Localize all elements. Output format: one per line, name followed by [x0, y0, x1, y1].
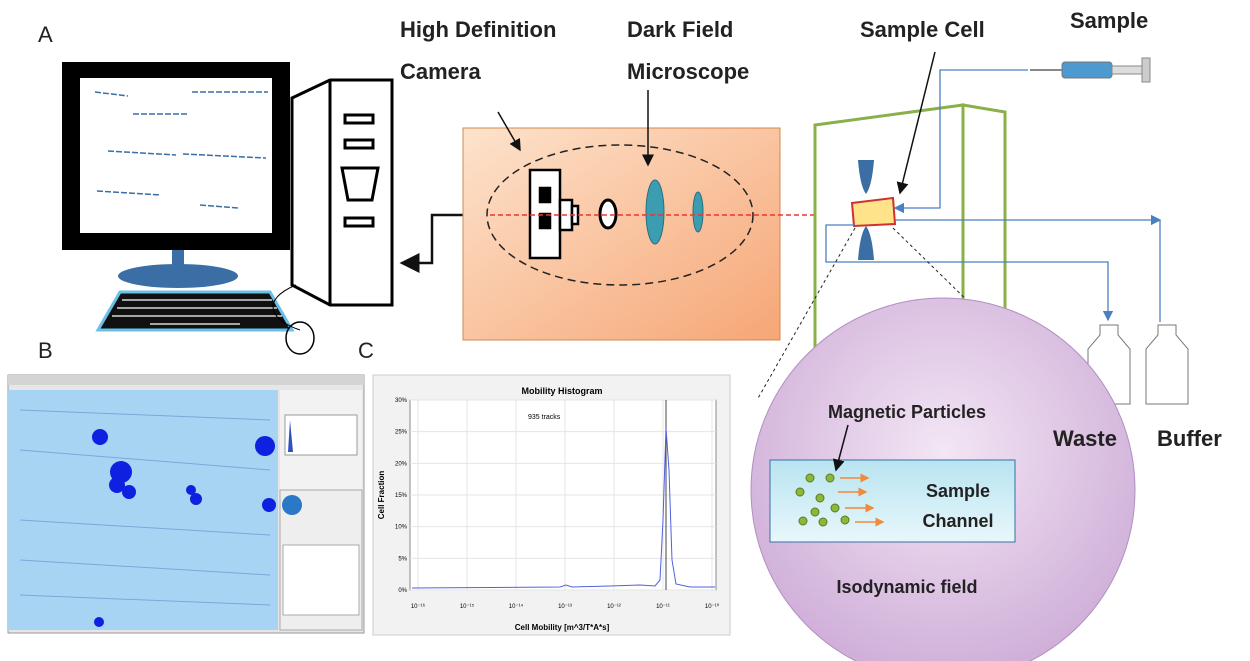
label: Magnetic Particles: [828, 402, 986, 422]
figure: A B C: [0, 0, 1250, 661]
lens: [646, 180, 664, 244]
y-tick-label: 15%: [395, 493, 408, 499]
y-tick-label: 0%: [398, 588, 407, 594]
x-tick-label: 10⁻¹⁶: [411, 603, 426, 610]
computer-tower: [273, 80, 392, 354]
x-tick-label: 10⁻¹⁰: [705, 603, 720, 610]
software-screenshot: [8, 375, 364, 633]
x-axis-label: Cell Mobility [m^3/T*A*s]: [515, 623, 610, 632]
label: Buffer: [1157, 426, 1222, 451]
label: Waste: [1053, 426, 1117, 451]
x-tick-label: 10⁻¹⁵: [460, 603, 475, 610]
panel-label: A: [38, 22, 53, 47]
annotation: 935 tracks: [528, 414, 561, 421]
syringe: [1030, 58, 1150, 82]
sample-cell: [852, 198, 895, 226]
x-tick-label: 10⁻¹⁴: [509, 603, 524, 610]
panel-label: B: [38, 338, 53, 363]
label: Sample Cell: [860, 17, 985, 42]
chart-title: Mobility Histogram: [521, 386, 602, 396]
arrow: [402, 215, 463, 263]
y-tick-label: 20%: [395, 461, 408, 467]
x-tick-label: 10⁻¹³: [558, 604, 572, 610]
monitor: [62, 62, 292, 330]
y-tick-label: 10%: [395, 525, 408, 531]
y-tick-label: 30%: [395, 398, 408, 404]
label: Channel: [922, 511, 993, 531]
label: Isodynamic field: [836, 577, 977, 597]
y-axis-label: Cell Fraction: [377, 471, 386, 520]
x-tick-label: 10⁻¹²: [607, 604, 621, 610]
label: Dark Field: [627, 17, 733, 42]
lens: [693, 192, 703, 232]
label: Sample: [926, 481, 990, 501]
label: Sample: [1070, 8, 1148, 33]
label: Microscope: [627, 59, 749, 84]
panel-label: C: [358, 338, 374, 363]
label: High Definition: [400, 17, 556, 42]
x-tick-label: 10⁻¹¹: [656, 604, 670, 610]
label: Camera: [400, 59, 481, 84]
y-tick-label: 5%: [398, 556, 407, 562]
microscope-box: [463, 128, 780, 340]
histogram-panel: Mobility Histogram 935 tracks Cell Mobil…: [373, 375, 730, 635]
aperture: [600, 200, 616, 228]
y-tick-label: 25%: [395, 430, 408, 436]
